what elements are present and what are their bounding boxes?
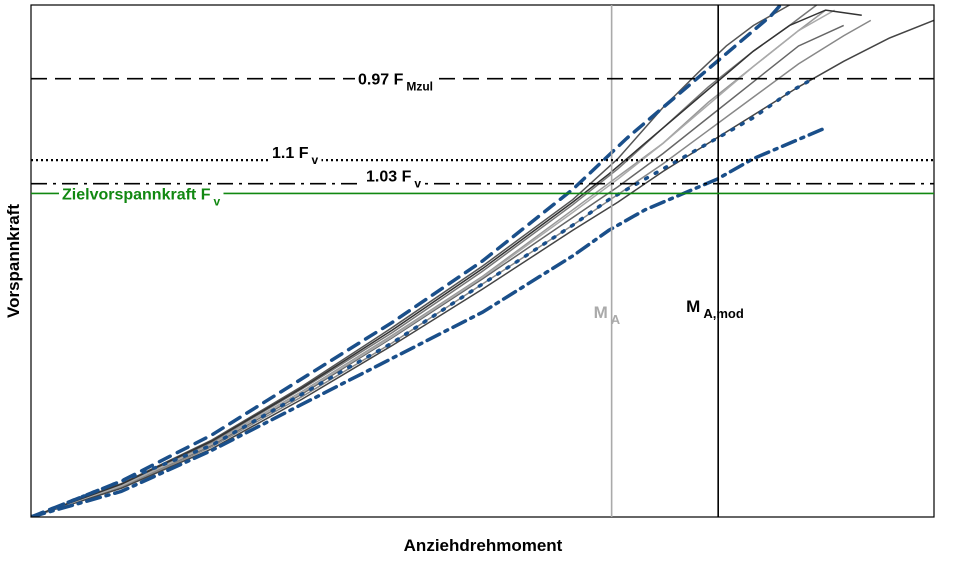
envelope-curve-dashdot xyxy=(31,126,828,517)
y-axis-label: Vorspannkraft xyxy=(4,204,23,318)
label-background xyxy=(59,185,224,210)
plot-frame xyxy=(30,4,935,518)
label-background xyxy=(269,144,322,169)
label-background xyxy=(355,70,437,95)
reference-label: 0.97 F Mzul xyxy=(358,72,433,94)
measurement-curve xyxy=(31,19,872,517)
measurement-curve xyxy=(31,9,836,517)
envelope-curve-dotted xyxy=(31,80,810,517)
plot-area xyxy=(31,5,934,517)
reference-label: M A,mod xyxy=(686,297,744,321)
measurement-curve xyxy=(31,9,862,517)
label-background xyxy=(363,167,425,192)
measurement-curve xyxy=(31,24,845,517)
envelope-curve-dashed xyxy=(31,5,783,517)
measurement-curve xyxy=(31,5,792,517)
x-axis-label: Anziehdrehmoment xyxy=(404,536,563,555)
measurement-curve xyxy=(31,19,934,517)
